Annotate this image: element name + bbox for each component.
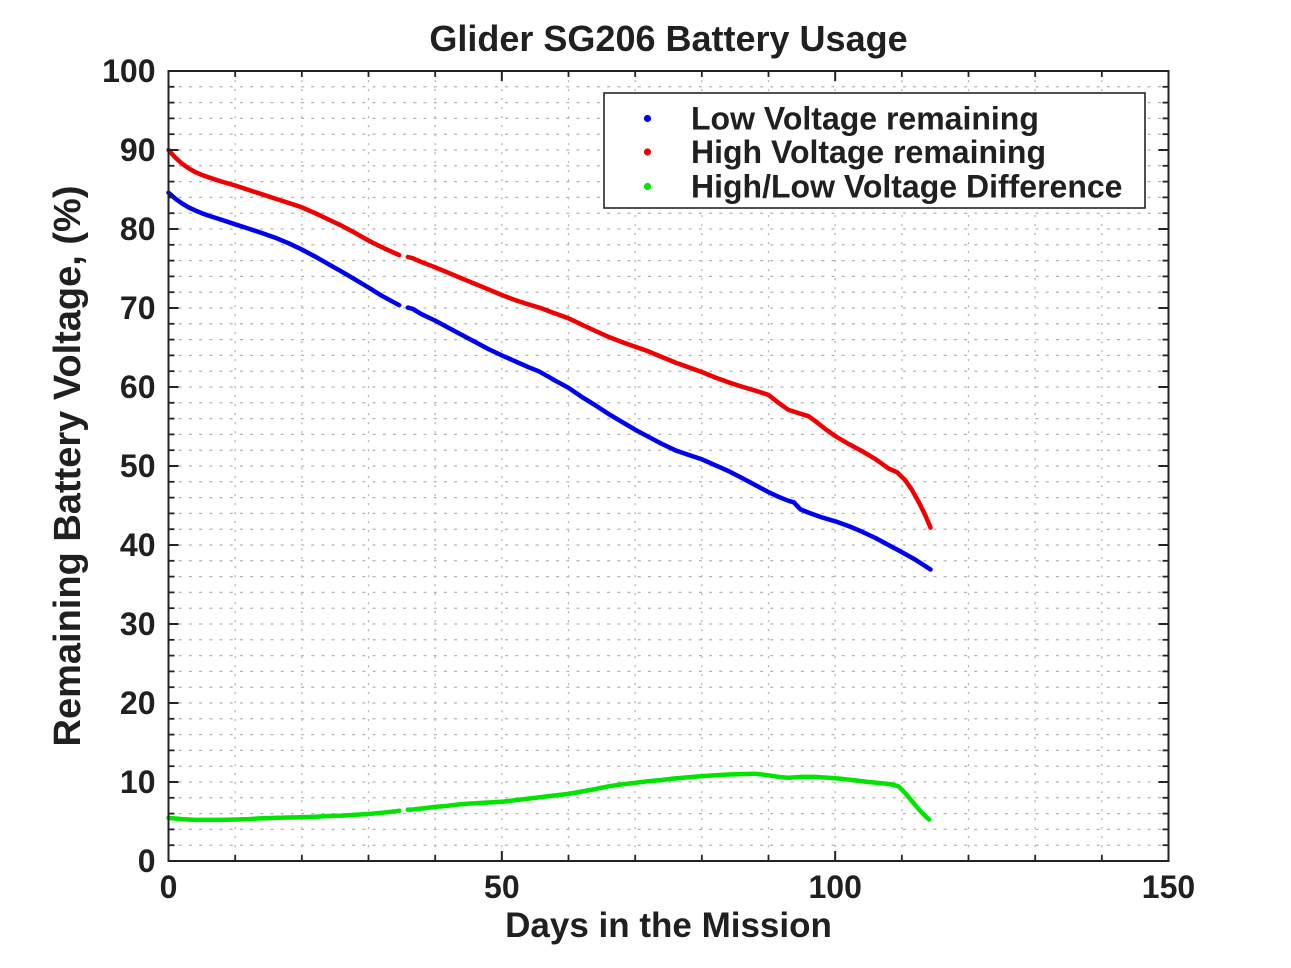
svg-text:30: 30 [120, 606, 156, 642]
svg-text:10: 10 [120, 764, 156, 800]
svg-text:100: 100 [102, 53, 155, 89]
svg-text:Low Voltage remaining: Low Voltage remaining [691, 101, 1039, 137]
svg-text:Remaining Battery Voltage, (%): Remaining Battery Voltage, (%) [47, 186, 89, 747]
svg-text:20: 20 [120, 685, 156, 721]
svg-text:90: 90 [120, 132, 156, 168]
svg-text:100: 100 [808, 869, 861, 905]
svg-text:Glider SG206 Battery Usage: Glider SG206 Battery Usage [429, 18, 907, 59]
svg-text:50: 50 [120, 448, 156, 484]
svg-text:80: 80 [120, 211, 156, 247]
svg-text:60: 60 [120, 369, 156, 405]
svg-text:70: 70 [120, 290, 156, 326]
svg-text:0: 0 [138, 843, 156, 879]
svg-text:0: 0 [160, 869, 178, 905]
svg-text:Days in the Mission: Days in the Mission [505, 906, 832, 945]
svg-text:High Voltage remaining: High Voltage remaining [691, 134, 1046, 170]
svg-text:High/Low Voltage Difference: High/Low Voltage Difference [691, 169, 1122, 205]
svg-text:150: 150 [1142, 869, 1195, 905]
svg-text:40: 40 [120, 527, 156, 563]
svg-text:50: 50 [484, 869, 520, 905]
